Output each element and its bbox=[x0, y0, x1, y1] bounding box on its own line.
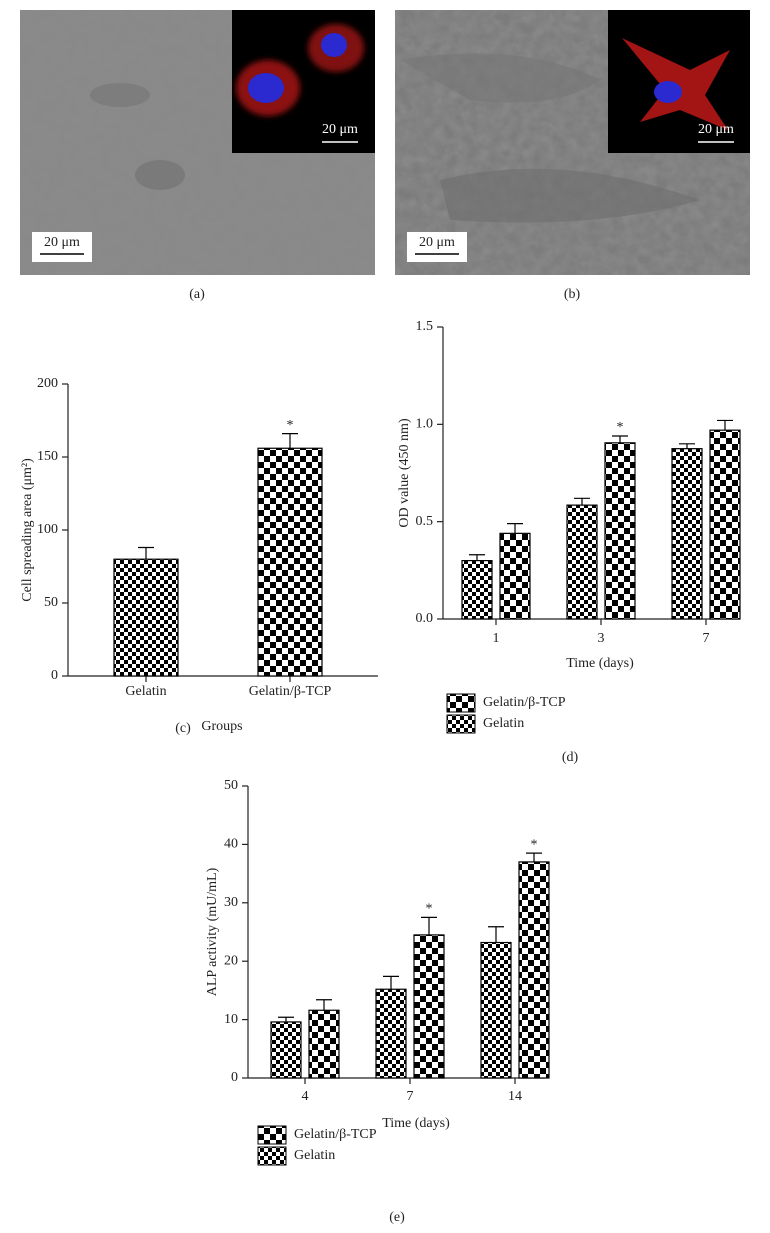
x-axis-title: Time (days) bbox=[566, 656, 634, 671]
error-bar bbox=[717, 419, 733, 431]
x-tick-label: 1 bbox=[493, 631, 500, 646]
significance-marker: * bbox=[531, 837, 538, 852]
error-bar bbox=[138, 546, 154, 560]
bar bbox=[604, 442, 636, 620]
error-bar bbox=[612, 435, 628, 443]
y-tick-label: 1.0 bbox=[416, 417, 434, 432]
bar bbox=[113, 558, 179, 677]
error-bar bbox=[469, 554, 485, 561]
inset-scale-bar-label: 20 μm bbox=[698, 122, 734, 137]
bar bbox=[499, 532, 531, 620]
y-tick-label: 0 bbox=[231, 1070, 238, 1085]
error-bar bbox=[574, 497, 590, 506]
bar bbox=[671, 448, 703, 620]
y-tick-label: 0.0 bbox=[416, 611, 434, 626]
y-tick-label: 1.5 bbox=[416, 319, 434, 334]
y-tick-label: 10 bbox=[224, 1012, 238, 1027]
y-tick-label: 150 bbox=[37, 449, 58, 464]
bar bbox=[413, 934, 445, 1079]
panel-label: (e) bbox=[389, 1210, 405, 1225]
error-bar bbox=[421, 916, 437, 935]
sem-image-a: 20 μm 20 μm bbox=[20, 10, 375, 275]
bar bbox=[480, 941, 512, 1079]
legend-swatch bbox=[446, 693, 476, 713]
x-axis-title: Time (days) bbox=[382, 1116, 450, 1131]
panel-label: (b) bbox=[564, 287, 581, 302]
y-tick-label: 50 bbox=[44, 595, 58, 610]
y-tick-label: 0.5 bbox=[416, 514, 434, 529]
error-bar bbox=[278, 1016, 294, 1022]
error-bar bbox=[282, 433, 298, 449]
y-axis-title: Cell spreading area (μm²) bbox=[20, 458, 35, 602]
panel-label: (c) bbox=[175, 721, 191, 736]
legend-swatch bbox=[257, 1146, 287, 1166]
bar bbox=[518, 861, 550, 1079]
inset-scale-bar-label: 20 μm bbox=[322, 122, 358, 137]
bar bbox=[375, 988, 407, 1079]
x-tick-label: Gelatin/β-TCP bbox=[249, 684, 332, 699]
legend-label: Gelatin/β-TCP bbox=[483, 695, 566, 710]
x-tick-label: 14 bbox=[508, 1089, 522, 1104]
error-bar bbox=[488, 926, 504, 943]
y-tick-label: 100 bbox=[37, 522, 58, 537]
error-bar bbox=[526, 852, 542, 862]
x-tick-label: 7 bbox=[703, 631, 710, 646]
bar bbox=[709, 429, 741, 620]
y-axis-title: ALP activity (mU/mL) bbox=[205, 867, 220, 996]
y-tick-label: 30 bbox=[224, 895, 238, 910]
x-tick-label: 3 bbox=[598, 631, 605, 646]
x-tick-label: 7 bbox=[407, 1089, 414, 1104]
bar bbox=[308, 1009, 340, 1079]
scale-bar-label: 20 μm bbox=[419, 235, 455, 250]
bar bbox=[461, 559, 493, 620]
x-tick-label: 4 bbox=[302, 1089, 309, 1104]
panel-label: (a) bbox=[189, 287, 205, 302]
error-bar bbox=[507, 523, 523, 534]
bar bbox=[257, 447, 323, 677]
scale-bar-label: 20 μm bbox=[44, 235, 80, 250]
x-tick-label: Gelatin bbox=[125, 684, 166, 699]
y-tick-label: 0 bbox=[51, 668, 58, 683]
error-bar bbox=[316, 999, 332, 1011]
legend-label: Gelatin/β-TCP bbox=[294, 1127, 377, 1142]
significance-marker: * bbox=[617, 420, 624, 435]
significance-marker: * bbox=[287, 418, 294, 433]
x-axis-title: Groups bbox=[201, 719, 242, 734]
error-bar bbox=[679, 443, 695, 449]
legend-swatch bbox=[257, 1125, 287, 1145]
legend-label: Gelatin bbox=[294, 1148, 335, 1163]
bar bbox=[566, 504, 598, 620]
y-axis-title: OD value (450 nm) bbox=[397, 418, 412, 528]
sem-image-b: 20 μm 20 μm bbox=[395, 10, 750, 275]
y-tick-label: 40 bbox=[224, 837, 238, 852]
y-tick-label: 20 bbox=[224, 953, 238, 968]
y-tick-label: 200 bbox=[37, 376, 58, 391]
y-tick-label: 50 bbox=[224, 778, 238, 793]
panel-label: (d) bbox=[562, 750, 579, 765]
legend-label: Gelatin bbox=[483, 716, 524, 731]
legend-swatch bbox=[446, 714, 476, 734]
error-bar bbox=[383, 975, 399, 990]
bar bbox=[270, 1021, 302, 1079]
significance-marker: * bbox=[426, 902, 433, 917]
